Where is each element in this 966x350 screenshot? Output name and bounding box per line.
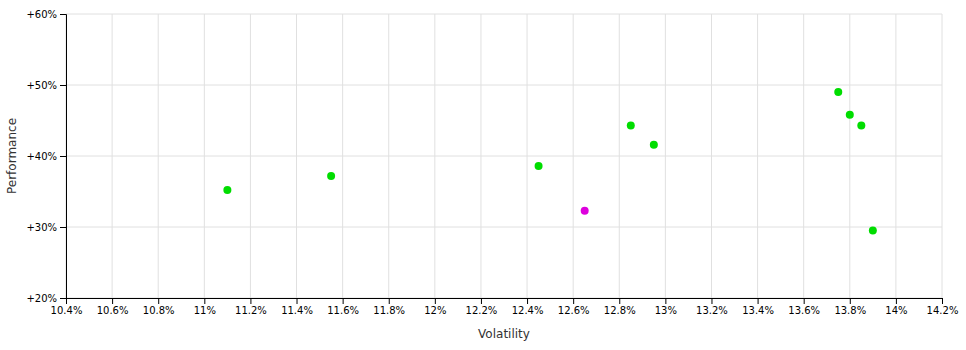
grid-line [66,156,942,157]
axis-line [67,299,943,305]
point [834,88,842,96]
series [223,88,876,234]
tick-mark [804,298,805,304]
tick-mark [297,298,298,304]
x-axis: 10.4% 10.6% 10.8% 11% 11.2% 11.4% 11.6% 11.8% 12… [51,298,959,316]
tick-mark [343,298,344,304]
tick: 12.2% [466,298,498,316]
tick-mark [112,298,113,304]
tick-mark [389,298,390,304]
tick-mark [758,298,759,304]
tick: 12% [424,298,446,316]
axis-line [60,15,67,299]
tick-label: 11.6% [327,305,359,316]
tick-label: 10.6% [97,305,129,316]
tick-label: +50% [26,80,57,91]
tick-label: 12.6% [558,305,590,316]
point [627,121,635,129]
tick: +60% [26,9,66,20]
tick: 12.6% [558,298,590,316]
x-axis-title: Volatility [478,327,530,341]
point [581,207,589,215]
point [327,172,335,180]
y-axis-title: Performance [5,118,19,194]
grid [66,14,942,298]
tick: 11.4% [281,298,313,316]
tick-label: 10.8% [143,305,175,316]
tick-label: 13.8% [834,305,866,316]
series [581,207,589,215]
tick-label: 14.2% [927,305,959,316]
tick-label: +30% [26,222,57,233]
tick-label: 12.8% [604,305,636,316]
tick: 13.2% [696,298,728,316]
tick-label: 14% [885,305,907,316]
grid-line [66,14,942,15]
tick-label: 11.8% [373,305,405,316]
tick-mark [60,227,66,228]
tick-mark [60,156,66,157]
tick-label: 11% [194,305,216,316]
point [869,227,877,235]
tick: 11.6% [327,298,359,316]
tick-label: 13.6% [788,305,820,316]
tick-label: 12.4% [512,305,544,316]
tick: 12.8% [604,298,636,316]
tick-label: 11.2% [235,305,267,316]
tick: 14% [885,298,907,316]
point [650,141,658,149]
tick: +30% [26,222,66,233]
tick-mark [665,298,666,304]
tick-label: 12% [424,305,446,316]
tick-mark [435,298,436,304]
tick-label: +60% [26,9,57,20]
tick: 14.2% [927,298,959,316]
plot-area [223,88,876,234]
tick-mark [619,298,620,304]
tick-mark [158,298,159,304]
tick-label: 13.4% [742,305,774,316]
tick-label: 12.2% [466,305,498,316]
tick-mark [896,298,897,304]
grid-line [66,227,942,228]
tick: 13.6% [788,298,820,316]
tick: 10.8% [143,298,175,316]
tick-label: +20% [26,293,57,304]
tick-mark [60,14,66,15]
tick: 11.2% [235,298,267,316]
tick: +50% [26,80,66,91]
tick-mark [527,298,528,304]
chart: 10.4% 10.6% 10.8% 11% 11.2% 11.4% 11.6% 11.8% 12… [0,0,966,350]
tick-label: 10.4% [51,305,83,316]
tick: 13% [655,298,677,316]
tick-label: +40% [26,151,57,162]
tick-mark [942,298,943,304]
tick-label: 11.4% [281,305,313,316]
tick: 12.4% [512,298,544,316]
tick-mark [573,298,574,304]
point [223,186,231,194]
tick: 11% [194,298,216,316]
tick: 10.6% [97,298,129,316]
y-axis: +20% +30% +40% +50% +60% [26,9,66,304]
tick-mark [60,85,66,86]
point [857,121,865,129]
tick-mark [481,298,482,304]
point [535,162,543,170]
tick: 13.4% [742,298,774,316]
tick: 13.8% [834,298,866,316]
tick-mark [850,298,851,304]
tick: +40% [26,151,66,162]
tick: 11.8% [373,298,405,316]
grid-line [66,85,942,86]
tick-label: 13% [655,305,677,316]
tick-mark [60,298,66,299]
tick: +20% [26,293,66,304]
tick-mark [204,298,205,304]
point [846,111,854,119]
tick-label: 13.2% [696,305,728,316]
tick-mark [711,298,712,304]
tick-mark [250,298,251,304]
